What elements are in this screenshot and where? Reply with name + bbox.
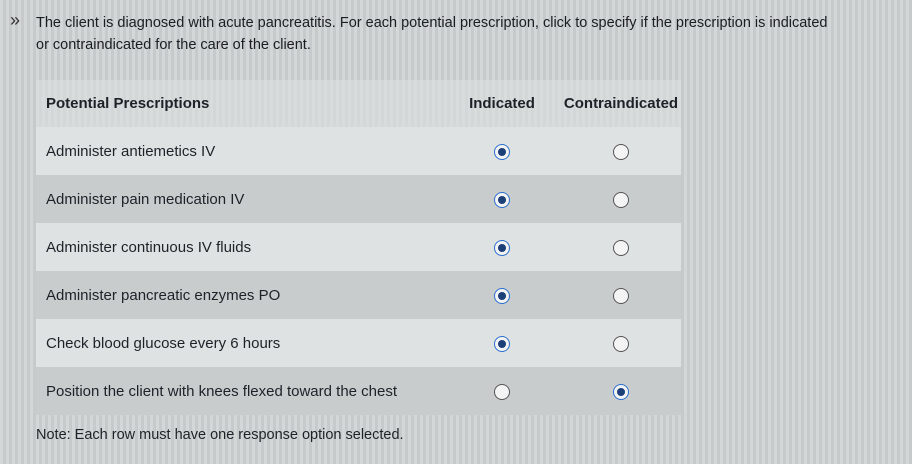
option-cell <box>443 127 562 175</box>
note: Note: Each row must have one response op… <box>36 427 404 443</box>
question: The client is diagnosed with acute pancr… <box>36 12 827 56</box>
radio-indicated[interactable] <box>494 335 510 352</box>
option-cell <box>562 175 681 223</box>
header-cell: Potential Prescriptions <box>36 80 443 127</box>
radio-contraindicated[interactable] <box>613 191 629 208</box>
radio-indicated[interactable] <box>494 383 510 400</box>
prescription-label: Check blood glucose every 6 hours <box>36 319 443 367</box>
option-cell <box>443 319 562 367</box>
option-cell <box>562 127 681 175</box>
table-body: Administer antiemetics IV Administer pain… <box>36 127 681 415</box>
radio-indicated[interactable] <box>494 143 510 160</box>
prescription-label: Administer antiemetics IV <box>36 127 443 175</box>
radio-indicated[interactable] <box>494 287 510 304</box>
option-cell <box>443 175 562 223</box>
option-cell <box>562 367 681 415</box>
table-row: Administer pancreatic enzymes PO <box>36 271 681 319</box>
prescription-label: Administer pancreatic enzymes PO <box>36 271 443 319</box>
prescription-table: Potential Prescriptions Indicated Contra… <box>36 80 681 415</box>
header-row: Potential Prescriptions Indicated Contra… <box>36 80 681 127</box>
radio-contraindicated[interactable] <box>613 383 629 400</box>
radio-contraindicated[interactable] <box>613 335 629 352</box>
radio-contraindicated[interactable] <box>613 143 629 160</box>
table-row: Administer antiemetics IV <box>36 127 681 175</box>
header-cell: Indicated <box>443 80 562 127</box>
radio-indicated[interactable] <box>494 191 510 208</box>
option-cell <box>443 271 562 319</box>
question-line: The client is diagnosed with acute pancr… <box>36 15 828 31</box>
option-cell <box>562 271 681 319</box>
table-row: Administer pain medication IV <box>36 175 681 223</box>
prescription-label: Position the client with knees flexed to… <box>36 367 443 415</box>
prescription-label: Administer pain medication IV <box>36 175 443 223</box>
prescription-label: Administer continuous IV fluids <box>36 223 443 271</box>
table-row: Check blood glucose every 6 hours <box>36 319 681 367</box>
table-row: Administer continuous IV fluids <box>36 223 681 271</box>
table-row: Position the client with knees flexed to… <box>36 367 681 415</box>
option-cell <box>443 367 562 415</box>
header-cell: Contraindicated <box>562 80 681 127</box>
radio-contraindicated[interactable] <box>613 287 629 304</box>
radio-indicated[interactable] <box>494 239 510 256</box>
option-cell <box>443 223 562 271</box>
question-line: or contraindicated for the care of the c… <box>36 37 311 53</box>
chevron-icon: » <box>10 10 21 30</box>
radio-contraindicated[interactable] <box>613 239 629 256</box>
option-cell <box>562 319 681 367</box>
option-cell <box>562 223 681 271</box>
